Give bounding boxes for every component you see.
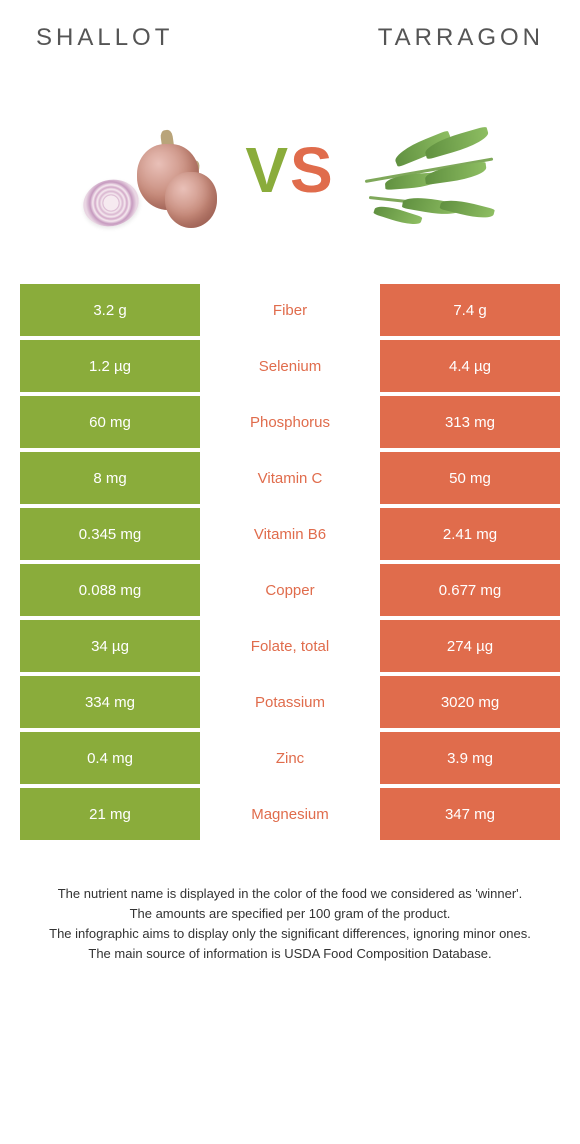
- right-value: 7.4 g: [380, 284, 560, 336]
- vs-label: VS: [245, 133, 334, 207]
- left-value: 8 mg: [20, 452, 200, 504]
- nutrient-label: Copper: [200, 564, 380, 616]
- footnote-line: The nutrient name is displayed in the co…: [30, 884, 550, 904]
- nutrient-label: Vitamin C: [200, 452, 380, 504]
- nutrient-table: 3.2 gFiber7.4 g1.2 µgSelenium4.4 µg60 mg…: [20, 280, 560, 844]
- nutrient-label: Potassium: [200, 676, 380, 728]
- left-value: 3.2 g: [20, 284, 200, 336]
- right-value: 0.677 mg: [380, 564, 560, 616]
- left-value: 0.088 mg: [20, 564, 200, 616]
- nutrient-label: Zinc: [200, 732, 380, 784]
- table-row: 334 mgPotassium3020 mg: [20, 676, 560, 728]
- nutrient-label: Fiber: [200, 284, 380, 336]
- nutrient-label: Folate, total: [200, 620, 380, 672]
- nutrient-label: Phosphorus: [200, 396, 380, 448]
- tarragon-illustration: [355, 110, 505, 230]
- table-row: 8 mgVitamin C50 mg: [20, 452, 560, 504]
- right-value: 313 mg: [380, 396, 560, 448]
- right-value: 2.41 mg: [380, 508, 560, 560]
- shallot-illustration: [75, 110, 225, 230]
- nutrient-tbody: 3.2 gFiber7.4 g1.2 µgSelenium4.4 µg60 mg…: [20, 284, 560, 840]
- nutrient-label: Magnesium: [200, 788, 380, 840]
- left-value: 0.4 mg: [20, 732, 200, 784]
- left-value: 60 mg: [20, 396, 200, 448]
- table-row: 3.2 gFiber7.4 g: [20, 284, 560, 336]
- nutrient-label: Selenium: [200, 340, 380, 392]
- vs-row: VS: [0, 70, 580, 280]
- left-food-title: Shallot: [36, 24, 173, 52]
- left-value: 334 mg: [20, 676, 200, 728]
- table-row: 0.088 mgCopper0.677 mg: [20, 564, 560, 616]
- footnotes: The nutrient name is displayed in the co…: [30, 884, 550, 965]
- left-value: 0.345 mg: [20, 508, 200, 560]
- footnote-line: The main source of information is USDA F…: [30, 944, 550, 964]
- table-row: 1.2 µgSelenium4.4 µg: [20, 340, 560, 392]
- footnote-line: The amounts are specified per 100 gram o…: [30, 904, 550, 924]
- right-value: 3.9 mg: [380, 732, 560, 784]
- left-value: 1.2 µg: [20, 340, 200, 392]
- vs-s: S: [290, 133, 335, 207]
- table-row: 60 mgPhosphorus313 mg: [20, 396, 560, 448]
- left-value: 21 mg: [20, 788, 200, 840]
- table-row: 0.345 mgVitamin B62.41 mg: [20, 508, 560, 560]
- right-food-title: Tarragon: [378, 24, 544, 52]
- table-row: 0.4 mgZinc3.9 mg: [20, 732, 560, 784]
- left-value: 34 µg: [20, 620, 200, 672]
- vs-v: V: [245, 133, 290, 207]
- table-row: 21 mgMagnesium347 mg: [20, 788, 560, 840]
- header: Shallot Tarragon: [0, 0, 580, 70]
- right-value: 274 µg: [380, 620, 560, 672]
- footnote-line: The infographic aims to display only the…: [30, 924, 550, 944]
- right-value: 50 mg: [380, 452, 560, 504]
- right-value: 3020 mg: [380, 676, 560, 728]
- table-row: 34 µgFolate, total274 µg: [20, 620, 560, 672]
- right-value: 4.4 µg: [380, 340, 560, 392]
- nutrient-label: Vitamin B6: [200, 508, 380, 560]
- right-value: 347 mg: [380, 788, 560, 840]
